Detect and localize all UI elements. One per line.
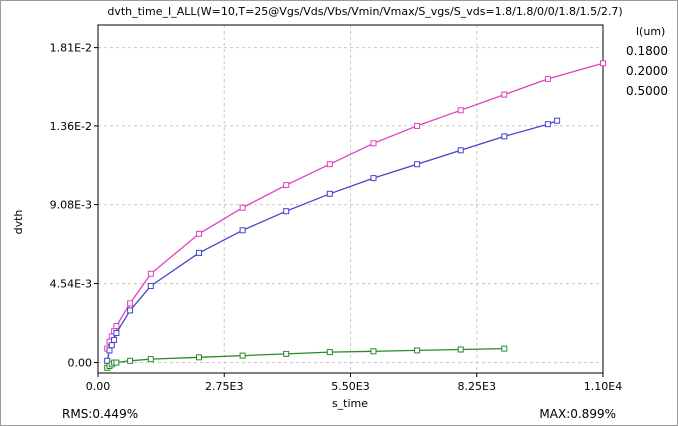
data-point-marker — [554, 117, 561, 124]
x-tick-label: 8.25E3 — [458, 380, 496, 393]
data-point-marker — [326, 161, 333, 168]
legend-item-0.1800: 0.1800 — [626, 44, 668, 58]
x-tick-label: 5.50E3 — [331, 380, 369, 393]
data-point-marker — [326, 190, 333, 197]
x-tick-label: 2.75E3 — [205, 380, 243, 393]
data-point-marker — [457, 107, 464, 114]
x-axis-label: s_time — [332, 397, 368, 410]
data-point-marker — [600, 60, 606, 67]
data-point-marker — [370, 348, 377, 355]
legend-title: l(um) — [636, 25, 665, 38]
y-axis-label: dvth — [12, 210, 25, 235]
legend-item-0.2000: 0.2000 — [626, 64, 668, 78]
legend: 0.1800 0.2000 0.5000 — [626, 44, 668, 98]
data-point-marker — [283, 350, 290, 357]
data-point-marker — [501, 91, 508, 98]
plot-border — [97, 24, 604, 374]
data-point-marker — [196, 249, 202, 256]
data-point-marker — [370, 140, 377, 147]
data-point-marker — [111, 336, 118, 343]
data-point-marker — [127, 300, 134, 307]
data-point-marker — [127, 357, 134, 364]
data-point-marker — [239, 352, 246, 359]
data-point-marker — [544, 121, 551, 128]
data-point-marker — [457, 147, 464, 154]
data-point-marker — [544, 75, 551, 82]
rms-readout: RMS:0.449% — [62, 407, 138, 421]
y-tick-label: 9.08E-3 — [50, 199, 92, 212]
data-point-marker — [457, 346, 464, 353]
data-point-marker — [108, 342, 115, 349]
data-point-marker — [414, 122, 421, 129]
x-tick-label: 1.10E4 — [584, 380, 622, 393]
x-tick-label: 0.00 — [86, 380, 111, 393]
data-point-marker — [239, 204, 246, 211]
data-point-marker — [113, 323, 120, 329]
data-point-marker — [414, 161, 421, 168]
data-point-marker — [113, 330, 120, 336]
data-point-marker — [239, 227, 246, 234]
data-point-marker — [106, 347, 113, 354]
data-point-marker — [283, 182, 290, 189]
legend-item-0.5000: 0.5000 — [626, 84, 668, 98]
data-point-marker — [414, 347, 421, 354]
plot-area: 0.00 2.75E3 5.50E3 8.25E3 1.10E4 0.00 4.54E-3 9… — [50, 24, 622, 393]
data-point-marker — [370, 175, 377, 182]
chart-title: dvth_time_I_ALL(W=10,T=25@Vgs/Vds/Vbs/Vm… — [107, 5, 622, 18]
data-point-marker — [147, 356, 154, 363]
data-point-marker — [127, 307, 134, 314]
y-tick-label: 1.81E-2 — [50, 42, 92, 55]
data-point-marker — [196, 354, 202, 361]
data-point-marker — [283, 208, 290, 215]
data-point-marker — [147, 270, 154, 277]
data-point-marker — [113, 359, 120, 366]
data-point-marker — [196, 230, 202, 237]
data-point-marker — [147, 283, 154, 289]
data-point-marker — [501, 345, 508, 352]
y-tick-label: 4.54E-3 — [50, 278, 92, 291]
max-readout: MAX:0.899% — [539, 407, 616, 421]
data-point-marker — [326, 349, 333, 356]
y-tick-label: 0.00 — [68, 357, 93, 370]
y-tick-label: 1.36E-2 — [50, 120, 92, 133]
data-point-marker — [501, 133, 508, 140]
